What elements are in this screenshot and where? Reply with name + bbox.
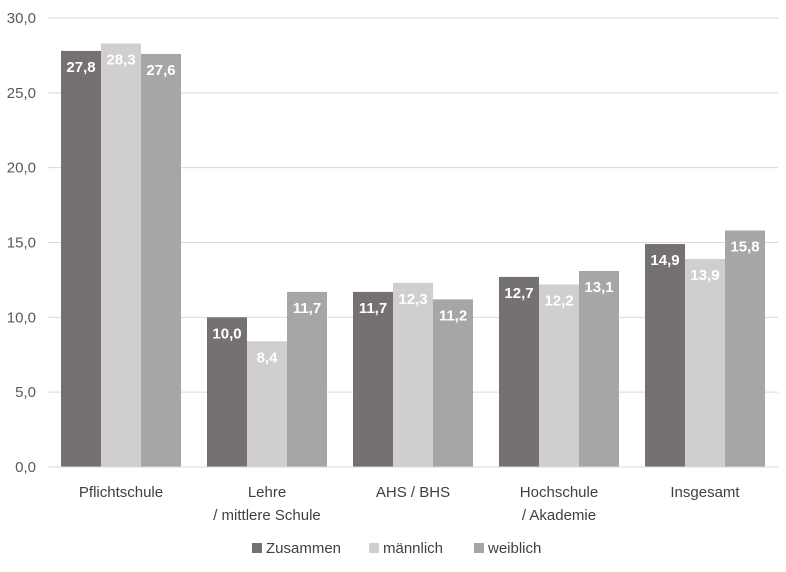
y-tick-label: 25,0 [7,85,36,102]
bar [353,291,393,467]
data-label: 27,6 [146,62,175,79]
category-label: Insgesamt [670,484,740,501]
data-label: 28,3 [106,51,135,68]
data-label: 13,1 [584,279,613,296]
legend-swatch [252,543,262,553]
bar [725,230,765,467]
category-label: Pflichtschule [79,484,163,501]
bar [579,270,619,467]
category-label: / mittlere Schule [213,507,321,524]
y-tick-label: 10,0 [7,309,36,326]
data-label: 13,9 [690,267,719,284]
bar [247,341,287,467]
y-tick-label: 0,0 [15,459,36,476]
legend: Zusammen männlich weiblich [252,540,541,557]
bar [101,43,141,468]
bar [207,317,247,467]
data-labels: 27,8 28,3 27,6 10,0 8,4 11,7 11,7 12,3 11,2 12,7 1… [66,51,759,366]
legend-label: weiblich [487,540,541,557]
data-label: 15,8 [730,239,759,256]
data-label: 14,9 [650,252,679,269]
data-label: 27,8 [66,59,95,76]
data-label: 11,7 [359,300,387,317]
bar [61,50,101,467]
data-label: 12,2 [544,292,573,309]
legend-swatch [369,543,379,553]
data-label: 12,3 [398,291,427,308]
y-tick-label: 30,0 [7,10,36,27]
axes: 0,0 5,0 10,0 15,0 20,0 25,0 30,0 Pflichtschule L… [7,10,778,524]
category-label: AHS / BHS [376,484,450,501]
category-label: / Akademie [522,507,596,524]
y-tick-label: 20,0 [7,160,36,177]
bar [499,276,539,467]
bar [645,243,685,467]
y-tick-label: 15,0 [7,235,36,252]
bar [685,258,725,467]
bar [433,299,473,467]
bar [539,284,579,467]
category-label: Lehre [248,484,286,501]
data-label: 10,0 [212,325,241,342]
data-label: 11,7 [293,300,321,317]
data-label: 8,4 [257,349,279,366]
legend-label: Zusammen [266,540,341,557]
legend-label: männlich [383,540,443,557]
bars [61,43,765,468]
y-tick-label: 5,0 [15,384,36,401]
data-label: 12,7 [504,285,533,302]
bar [287,291,327,467]
data-label: 11,2 [439,307,467,324]
bar [393,282,433,467]
category-label: Hochschule [520,484,598,501]
legend-swatch [474,543,484,553]
bar [141,53,181,468]
